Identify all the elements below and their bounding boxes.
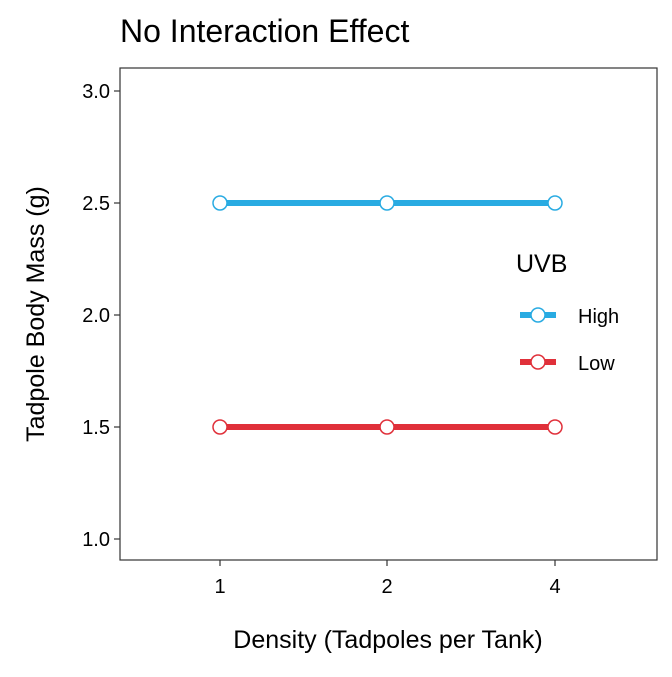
- y-tick-label: 1.0: [82, 529, 110, 551]
- x-axis-title: Density (Tadpoles per Tank): [233, 626, 542, 654]
- y-tick-label: 3.0: [82, 81, 110, 103]
- x-tick-label: 1: [214, 576, 225, 598]
- y-tick-label: 1.5: [82, 417, 110, 439]
- data-point: [212, 195, 228, 211]
- legend: UVB High Low: [516, 250, 619, 375]
- y-axis: 1.0 1.5 2.0 2.5 3.0: [82, 81, 120, 551]
- x-tick-label: 2: [381, 576, 392, 598]
- data-point: [379, 195, 395, 211]
- x-tick-label: 4: [549, 576, 560, 598]
- x-axis: 1 2 4: [214, 560, 561, 598]
- legend-key-point: [530, 354, 546, 370]
- series-high: [212, 195, 563, 211]
- data-point: [212, 419, 228, 435]
- data-point: [547, 195, 563, 211]
- legend-key-point: [530, 307, 546, 323]
- series-low: [212, 419, 563, 435]
- y-tick-label: 2.0: [82, 305, 110, 327]
- data-point: [379, 419, 395, 435]
- legend-item-low: Low: [520, 353, 615, 375]
- y-tick-label: 2.5: [82, 193, 110, 215]
- data-point: [547, 419, 563, 435]
- chart-title: No Interaction Effect: [120, 13, 409, 49]
- series-layer: [212, 195, 563, 435]
- plot-panel: [119, 67, 658, 561]
- y-axis-title: Tadpole Body Mass (g): [22, 186, 50, 442]
- legend-label: High: [578, 306, 619, 328]
- legend-label: Low: [578, 353, 615, 375]
- legend-item-high: High: [520, 306, 619, 328]
- legend-title: UVB: [516, 250, 567, 278]
